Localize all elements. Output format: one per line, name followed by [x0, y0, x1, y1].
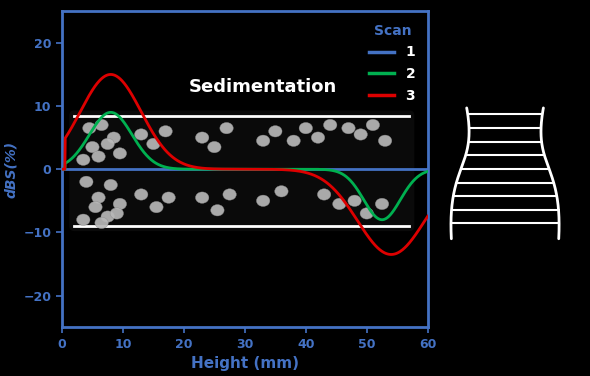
Ellipse shape	[135, 189, 148, 200]
Ellipse shape	[287, 135, 300, 147]
Ellipse shape	[375, 198, 389, 210]
Ellipse shape	[317, 189, 331, 200]
Ellipse shape	[211, 205, 224, 216]
Ellipse shape	[366, 119, 379, 131]
Ellipse shape	[147, 138, 160, 150]
Ellipse shape	[220, 123, 233, 134]
Ellipse shape	[257, 195, 270, 206]
Text: Sedimentation: Sedimentation	[189, 78, 337, 96]
Ellipse shape	[88, 202, 102, 213]
Ellipse shape	[101, 138, 114, 150]
Ellipse shape	[378, 135, 392, 147]
Ellipse shape	[110, 208, 123, 219]
X-axis label: Height (mm): Height (mm)	[191, 356, 299, 371]
Ellipse shape	[268, 126, 282, 137]
Ellipse shape	[208, 141, 221, 153]
Ellipse shape	[323, 119, 337, 131]
Ellipse shape	[92, 192, 105, 203]
Ellipse shape	[101, 211, 114, 222]
Ellipse shape	[275, 186, 288, 197]
Ellipse shape	[113, 198, 127, 210]
Ellipse shape	[83, 123, 96, 134]
Ellipse shape	[223, 189, 237, 200]
Ellipse shape	[299, 123, 313, 134]
Ellipse shape	[195, 132, 209, 143]
Legend: 1, 2, 3: 1, 2, 3	[364, 18, 421, 108]
Ellipse shape	[312, 132, 325, 143]
Ellipse shape	[159, 126, 172, 137]
Ellipse shape	[113, 148, 127, 159]
Y-axis label: dBS(%): dBS(%)	[4, 141, 18, 198]
Ellipse shape	[104, 179, 117, 191]
Ellipse shape	[95, 217, 109, 229]
Ellipse shape	[195, 192, 209, 203]
Ellipse shape	[150, 202, 163, 213]
Ellipse shape	[354, 129, 368, 140]
Ellipse shape	[86, 141, 99, 153]
FancyBboxPatch shape	[69, 111, 414, 231]
Ellipse shape	[348, 195, 361, 206]
Ellipse shape	[92, 151, 105, 162]
Ellipse shape	[77, 154, 90, 165]
Ellipse shape	[80, 176, 93, 188]
Ellipse shape	[360, 208, 373, 219]
Ellipse shape	[162, 192, 175, 203]
Ellipse shape	[342, 123, 355, 134]
Ellipse shape	[257, 135, 270, 147]
Ellipse shape	[95, 119, 109, 131]
Ellipse shape	[107, 132, 120, 143]
Ellipse shape	[135, 129, 148, 140]
Ellipse shape	[77, 214, 90, 226]
Ellipse shape	[333, 198, 346, 210]
